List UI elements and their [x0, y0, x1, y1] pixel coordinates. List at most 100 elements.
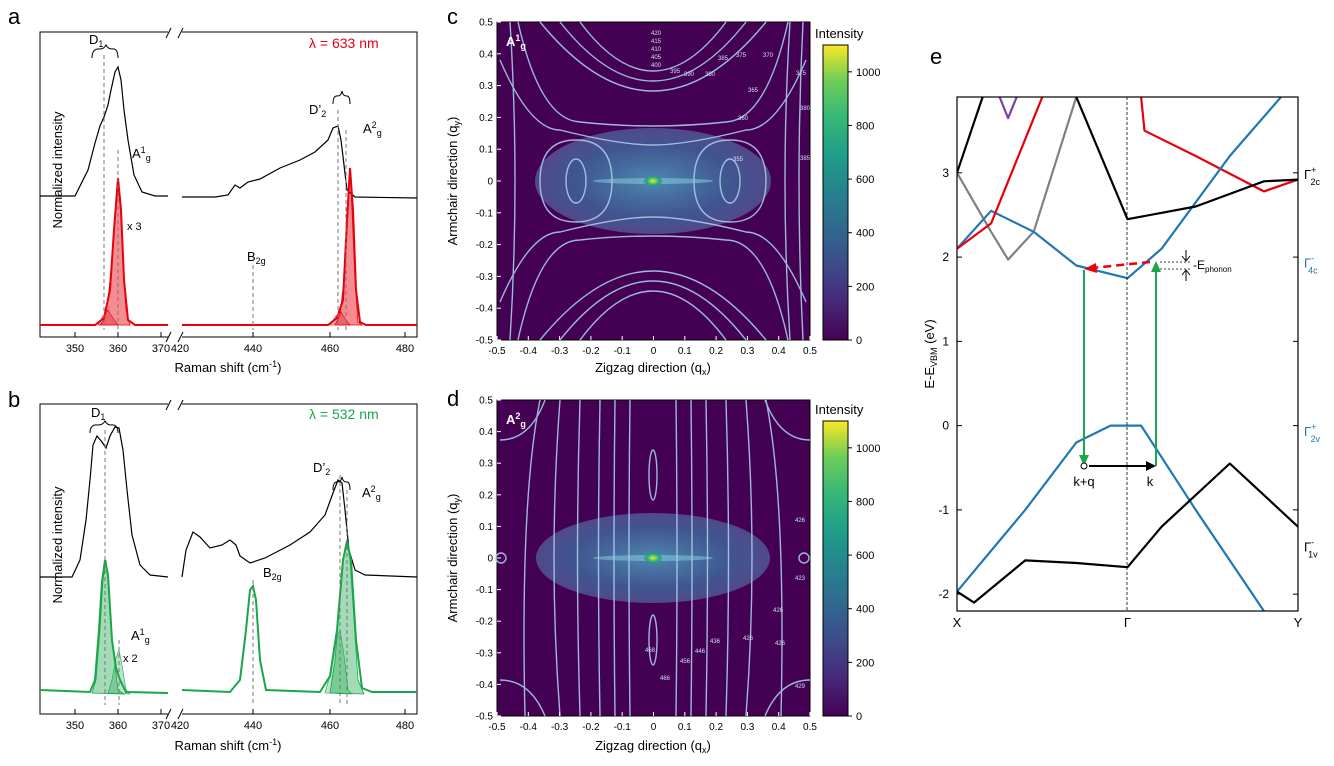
panel-a-tick-460: 460: [321, 343, 339, 355]
y-tick-label: 0: [487, 177, 493, 188]
y-tick-label: 0.2: [479, 490, 493, 501]
panel-e-transition-left-arrowhead: [1079, 455, 1089, 466]
y-tick-label: 0.1: [479, 145, 493, 156]
panel-b-xlabel: Raman shift (cm-1): [175, 737, 282, 753]
panel-e-ylabel: E-EVBM (eV): [922, 319, 939, 388]
y-tick-label: -0.2: [476, 240, 494, 251]
band-line: [1075, 97, 1298, 221]
panel-e-right-labels: Γ+ 2c Γ-4c Γ+ 2v Γ-1v: [1304, 165, 1320, 559]
x-tick-label: -0.4: [520, 346, 538, 357]
panel-b-letter: b: [8, 387, 20, 412]
panel-c-contour-label: 375: [736, 53, 747, 59]
panel-e-phonon-label: -Ephonon: [1193, 258, 1232, 274]
panel-a-label-d2: D’2: [309, 102, 326, 119]
panel-b-d1-bracket: [89, 419, 119, 434]
x-tick-label: 0: [651, 722, 657, 733]
x-tick-label: 0.2: [709, 346, 723, 357]
panel-c-contour-label: 415: [651, 39, 662, 45]
panel-e-kq-label: k+q: [1073, 474, 1094, 489]
y-tick-label: 0.2: [479, 113, 493, 124]
panel-b-axis-break-mask-top: [168, 398, 182, 410]
x-tick-label: 0.4: [772, 722, 786, 733]
y-tick-label: -2: [938, 587, 949, 601]
panel-b-label-b2g: B2g: [263, 565, 282, 582]
gamma-point-label: Γ+ 2c: [1304, 165, 1320, 187]
panel-d-contour-label: 423: [795, 576, 806, 582]
panel-a-tick-350: 350: [66, 343, 84, 355]
panel-b-label-a2g: A2g: [362, 484, 381, 502]
panel-a-frame: [39, 31, 418, 338]
panel-e-letter: e: [930, 44, 942, 69]
panel-b-scale: x 2: [123, 653, 138, 665]
panel-c-contour-label: 385: [718, 56, 729, 62]
colorbar-tick-label: 200: [856, 657, 874, 669]
gamma-point-label: Γ-4c: [1304, 253, 1318, 275]
panel-b-d2-bracket: [332, 476, 351, 491]
panel-d-contour-labels: 426 423 426 426 426 436 446 456 466 468 …: [645, 518, 806, 690]
panel-a-tick-440: 440: [244, 343, 262, 355]
panel-e-frame: [956, 96, 1299, 612]
panel-b-spectrum-left: [40, 426, 169, 578]
panel-a-label-d1: D1: [89, 32, 103, 49]
y-tick-label: -0.4: [476, 304, 494, 315]
y-tick-label: -0.5: [476, 336, 494, 347]
x-tick-label: 0.4: [772, 346, 786, 357]
x-tick-label: -0.1: [614, 722, 632, 733]
x-tick-label: -0.2: [582, 346, 600, 357]
panel-a-ticks: [74, 332, 406, 337]
y-tick-label: 0.1: [479, 522, 493, 533]
band-line: [957, 97, 984, 174]
panel-d-ylabel: Armchair direction (qy): [445, 494, 462, 623]
panel-e-kq-marker: [1080, 462, 1088, 470]
panel-a-axis-break-mask-top: [168, 26, 182, 38]
colorbar-tick-label: 800: [856, 496, 874, 508]
panel-a-tick-370: 370: [152, 343, 170, 355]
x-tick-label: -0.5: [488, 346, 506, 357]
panel-c-contour-label: 410: [651, 47, 662, 53]
panel-c-contour-label: 390: [684, 72, 695, 78]
panel-d-contour-label: 446: [695, 649, 706, 655]
panel-b-tick-460: 460: [321, 720, 339, 732]
y-tick-label: 0.5: [479, 396, 493, 407]
panel-a-peak-d1-fill: [97, 309, 119, 326]
y-tick-label: 0.4: [479, 49, 493, 60]
y-tick-label: -0.1: [476, 585, 494, 596]
panel-a-tick-360: 360: [109, 343, 127, 355]
panel-b: b λ = 532 nm Normalized intensity 350 36…: [8, 387, 418, 753]
panel-e-bands: [957, 97, 1298, 611]
panel-a-d1-bracket: [91, 43, 119, 59]
x-tick-label: 0.5: [803, 346, 817, 357]
panel-e-k-label: k: [1147, 474, 1154, 489]
panel-e: e 3 2 1 0 -1 -2 X Γ Y E-EVBM (eV) k+q k -Ephonon…: [922, 44, 1320, 630]
panel-d-contour-label: 436: [710, 639, 721, 645]
panel-e-axis-ticks: 3 2 1 0 -1 -2 X Γ Y: [938, 166, 1302, 630]
gamma-point-label: Γ+ 2v: [1304, 422, 1320, 444]
panel-c-contour-label: 355: [733, 157, 744, 163]
panel-b-tick-420: 420: [171, 720, 189, 732]
panel-a-label-a1g: A1g: [132, 145, 151, 163]
panel-a-peak-lines: [103, 55, 347, 330]
panel-d: d 426 423: [445, 386, 880, 755]
panel-c-mode-label: A1g: [506, 33, 526, 51]
panel-c-contour-label: 365: [748, 88, 759, 94]
band-line: [1140, 97, 1298, 193]
panel-c-colorbar-title: Intensity: [815, 26, 864, 41]
panel-a-axis-break-marks: [165, 27, 184, 343]
panel-c-axis-ticks: -0.5 -0.4 -0.3 -0.2 -0.1 0 0.1 0.2 0.3 0.4 0.5 0.5 0…: [476, 18, 818, 358]
panel-b-spectrum-right: [181, 479, 418, 578]
panel-a-axis-break-mask: [168, 328, 182, 342]
x-tick-label: Y: [1294, 615, 1303, 630]
y-tick-label: 0.5: [479, 18, 493, 29]
panel-a-xlabel: Raman shift (cm-1): [175, 359, 282, 375]
panel-d-intensity-center: [643, 552, 663, 564]
panel-c-letter: c: [447, 4, 458, 29]
x-tick-label: -0.3: [551, 722, 569, 733]
panel-a-peak-d2-fill: [329, 311, 351, 326]
gamma-point-label: Γ-1v: [1304, 537, 1318, 559]
panel-c-contour-label: 385: [800, 156, 811, 162]
panel-b-tick-360: 360: [109, 720, 127, 732]
panel-a-label-a2g: A2g: [363, 120, 382, 138]
colorbar-tick-label: 600: [856, 550, 874, 562]
panel-b-axis-break-marks: [165, 399, 184, 720]
